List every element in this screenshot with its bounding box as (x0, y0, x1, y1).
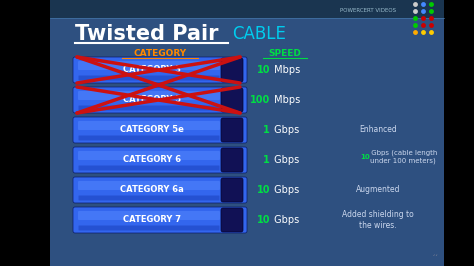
FancyBboxPatch shape (73, 57, 247, 83)
FancyBboxPatch shape (78, 91, 220, 100)
FancyBboxPatch shape (78, 121, 220, 130)
FancyBboxPatch shape (221, 208, 243, 232)
FancyBboxPatch shape (221, 178, 243, 202)
Text: 10: 10 (360, 154, 370, 160)
FancyBboxPatch shape (73, 87, 247, 113)
Text: Twisted Pair: Twisted Pair (75, 24, 219, 44)
FancyBboxPatch shape (73, 177, 247, 203)
Text: Augmented: Augmented (356, 185, 400, 194)
FancyBboxPatch shape (79, 106, 219, 110)
Text: Gbps: Gbps (271, 125, 299, 135)
Text: Mbps: Mbps (271, 95, 300, 105)
Text: CATEGORY 3: CATEGORY 3 (123, 65, 181, 74)
Text: SPEED: SPEED (269, 49, 301, 59)
Text: Gbps: Gbps (271, 155, 299, 165)
Text: Gbps: Gbps (271, 185, 299, 195)
Bar (50, 0, 444, 18)
Text: CATEGORY 6a: CATEGORY 6a (120, 185, 184, 194)
FancyBboxPatch shape (79, 196, 219, 201)
FancyBboxPatch shape (78, 61, 220, 70)
Text: CATEGORY 6: CATEGORY 6 (123, 156, 181, 164)
Text: Gbps: Gbps (271, 215, 299, 225)
Text: 10: 10 (256, 65, 270, 75)
FancyBboxPatch shape (221, 58, 243, 82)
FancyBboxPatch shape (221, 88, 243, 112)
Text: Enhanced: Enhanced (359, 126, 397, 135)
FancyBboxPatch shape (221, 148, 243, 172)
Text: 1: 1 (263, 125, 270, 135)
Text: 1: 1 (263, 155, 270, 165)
Text: 10: 10 (256, 185, 270, 195)
Text: Gbps (cable length
under 100 meters): Gbps (cable length under 100 meters) (369, 150, 438, 164)
Text: CATEGORY 7: CATEGORY 7 (123, 215, 181, 225)
FancyBboxPatch shape (73, 207, 247, 233)
Text: 100: 100 (250, 95, 270, 105)
Text: ´´: ´´ (432, 255, 439, 261)
FancyBboxPatch shape (221, 118, 243, 142)
Text: Mbps: Mbps (271, 65, 300, 75)
FancyBboxPatch shape (79, 165, 219, 171)
FancyBboxPatch shape (79, 135, 219, 140)
Text: Added shielding to
the wires.: Added shielding to the wires. (342, 210, 414, 230)
Bar (50, 0, 444, 266)
FancyBboxPatch shape (73, 147, 247, 173)
FancyBboxPatch shape (79, 76, 219, 81)
Text: POWERCERT VIDEOS: POWERCERT VIDEOS (340, 9, 396, 14)
FancyBboxPatch shape (78, 211, 220, 220)
Text: CATEGORY: CATEGORY (134, 49, 187, 59)
FancyBboxPatch shape (78, 181, 220, 190)
Text: 10: 10 (256, 215, 270, 225)
FancyBboxPatch shape (79, 226, 219, 231)
FancyBboxPatch shape (73, 117, 247, 143)
Text: CATEGORY 5e: CATEGORY 5e (120, 126, 184, 135)
FancyBboxPatch shape (78, 151, 220, 160)
Text: CABLE: CABLE (232, 25, 286, 43)
Text: CATEGORY 5: CATEGORY 5 (123, 95, 181, 105)
